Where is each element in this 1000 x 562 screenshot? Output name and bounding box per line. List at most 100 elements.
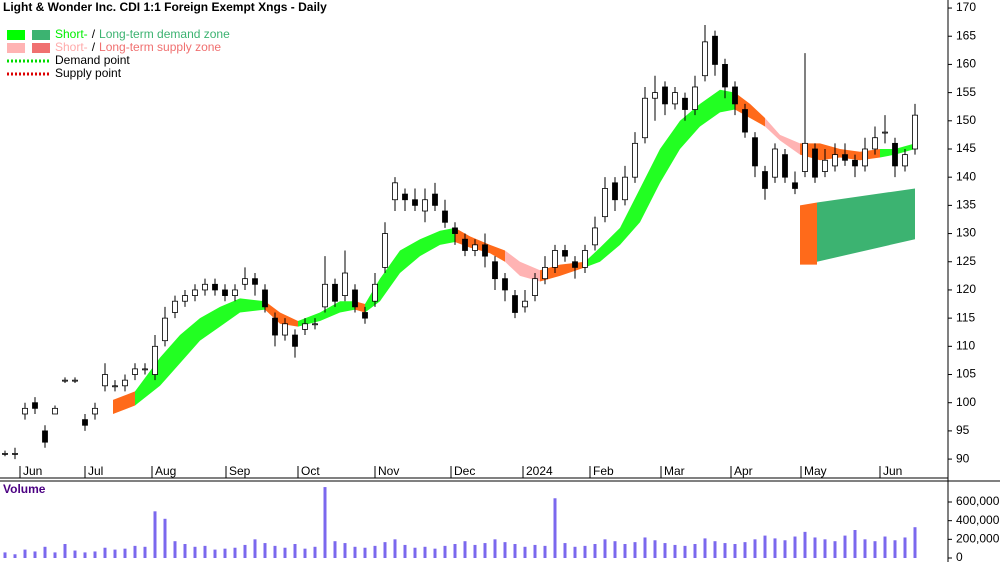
volume-bar: [33, 551, 37, 558]
candle-body: [262, 289, 268, 308]
volume-bar: [843, 535, 847, 558]
candle-body: [202, 283, 208, 291]
zone: [585, 89, 735, 268]
volume-bar: [683, 545, 687, 558]
candle-body: [692, 86, 698, 110]
volume-bar: [133, 545, 137, 558]
candle-body: [182, 295, 188, 302]
volume-bar: [53, 552, 57, 558]
volume-tick-label: 200,000: [956, 532, 1000, 546]
volume-bar: [873, 541, 877, 558]
x-tick-label: Apr: [734, 464, 753, 478]
candle-body: [472, 244, 478, 251]
y-tick-label: 170: [956, 0, 976, 14]
volume-bar: [233, 547, 237, 558]
volume-bar: [63, 544, 67, 558]
candle-body: [782, 154, 788, 178]
legend-label: Long-term demand zone: [99, 27, 230, 41]
candle-body: [382, 233, 388, 268]
volume-bar: [523, 546, 527, 558]
volume-bar: [273, 545, 277, 558]
x-tick-label: Feb: [593, 464, 614, 478]
candle-body: [2, 453, 8, 455]
volume-bar: [313, 546, 317, 558]
legend-label: Supply point: [55, 66, 122, 80]
candle-body: [872, 137, 878, 150]
candle-body: [192, 289, 198, 296]
volume-bar: [333, 541, 337, 558]
legend-label: /: [92, 27, 96, 41]
volume-bar: [453, 544, 457, 558]
volume-label: Volume: [3, 482, 46, 496]
candle-body: [392, 182, 398, 201]
x-tick-label: Dec: [454, 464, 475, 478]
volume-bar: [423, 546, 427, 558]
legend-swatch: [32, 43, 50, 53]
volume-bar: [733, 544, 737, 558]
candle-body: [322, 283, 328, 308]
candle-body: [902, 154, 908, 167]
candle-body: [132, 368, 138, 375]
legend-label: Long-term supply zone: [99, 40, 221, 54]
candle-body: [112, 385, 118, 388]
volume-bar: [813, 537, 817, 558]
legend-label: /: [92, 40, 96, 54]
candle-body: [622, 176, 628, 201]
candle-body: [92, 407, 98, 415]
zone: [113, 391, 135, 414]
candle-body: [772, 148, 778, 178]
volume-bar: [853, 530, 857, 558]
volume-bar: [163, 518, 167, 558]
volume-bar: [653, 540, 657, 558]
volume-bar: [713, 541, 717, 558]
legend-swatch: [32, 30, 50, 40]
candle-body: [172, 300, 178, 313]
candle-body: [512, 295, 518, 313]
x-tick-label: 2024: [526, 464, 553, 478]
candle-body: [742, 109, 748, 133]
candle-body: [272, 317, 278, 336]
volume-bar: [503, 542, 507, 558]
volume-bar: [493, 539, 497, 558]
volume-bar: [143, 546, 147, 558]
x-tick-label: Mar: [664, 464, 685, 478]
candle-body: [242, 278, 248, 285]
candle-body: [162, 317, 168, 342]
volume-bar: [893, 540, 897, 558]
volume-bar: [703, 538, 707, 558]
volume-bar: [723, 543, 727, 558]
zone: [735, 92, 765, 127]
volume-bar: [3, 552, 7, 558]
candle-body: [332, 283, 338, 302]
volume-bar: [363, 547, 367, 558]
candle-body: [812, 148, 818, 178]
volume-bar: [823, 539, 827, 558]
volume-bar: [803, 531, 807, 558]
x-tick-label: May: [804, 464, 827, 478]
volume-bar: [223, 548, 227, 558]
volume-bar: [343, 543, 347, 558]
candle-body: [152, 345, 158, 375]
candle-body: [832, 154, 838, 167]
volume-bar: [353, 546, 357, 558]
zone: [817, 188, 915, 262]
candle-body: [722, 64, 728, 88]
volume-bar: [73, 550, 77, 558]
candle-body: [522, 300, 528, 308]
x-tick-label: Jun: [23, 464, 42, 478]
candle-body: [652, 92, 658, 99]
volume-bar: [513, 544, 517, 558]
candle-body: [542, 266, 548, 280]
candle-body: [662, 86, 668, 105]
zone: [765, 117, 800, 155]
candle-body: [312, 323, 318, 326]
volume-bar: [673, 544, 677, 558]
zone: [135, 298, 265, 406]
volume-bar: [543, 545, 547, 558]
volume-bar: [103, 547, 107, 558]
volume-bar: [443, 545, 447, 558]
x-tick-label: Sep: [229, 464, 251, 478]
candle-body: [302, 323, 308, 330]
volume-bar: [533, 544, 537, 558]
y-tick-label: 140: [956, 169, 976, 183]
